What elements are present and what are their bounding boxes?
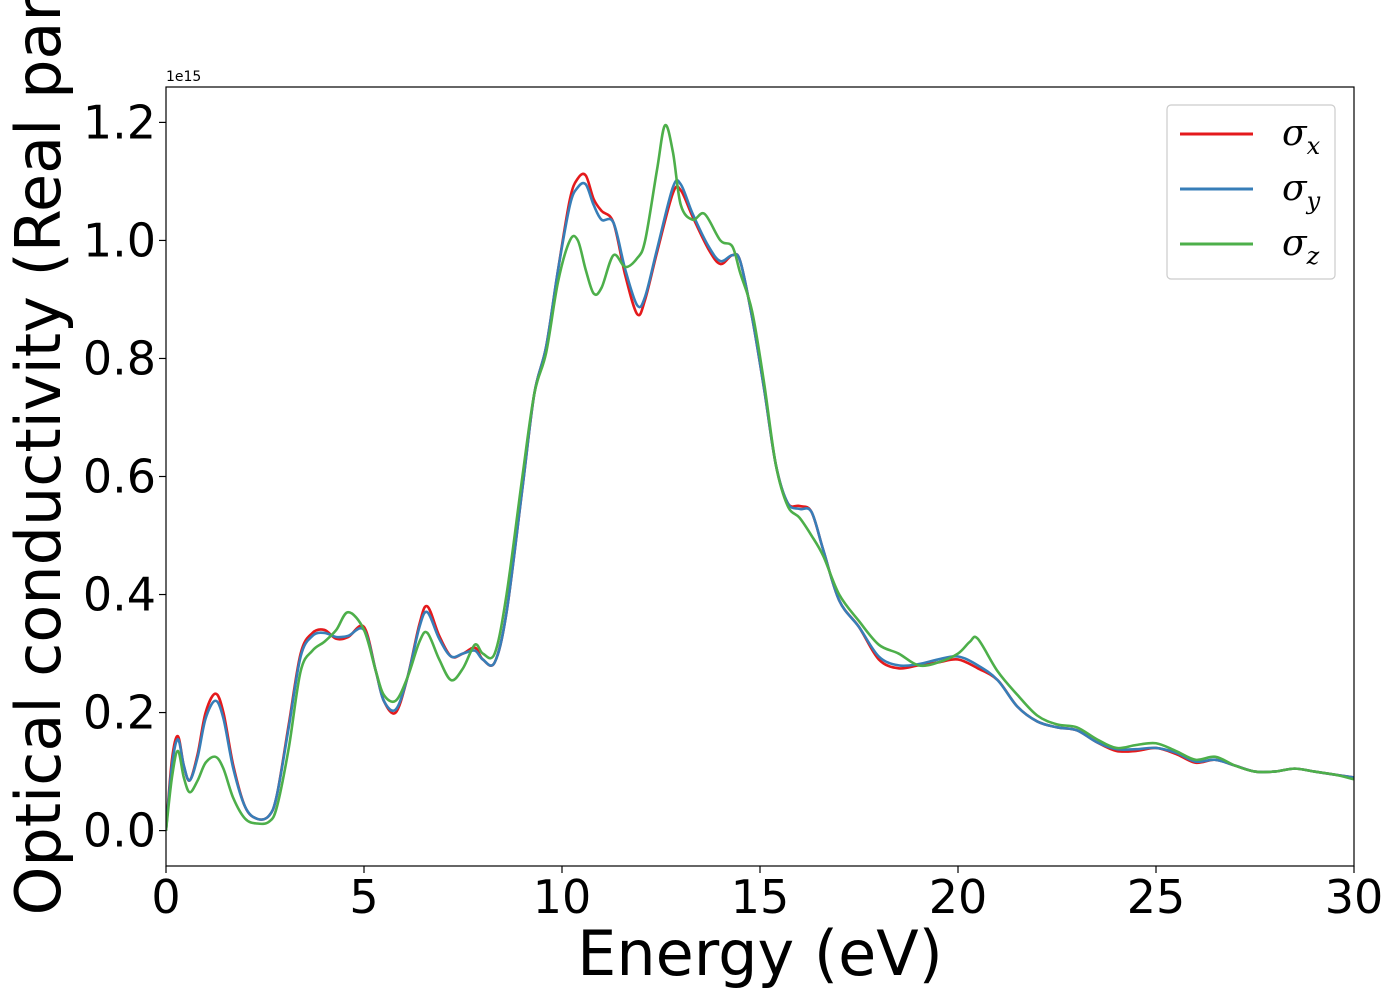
- y-tick-label: 0.6: [83, 450, 156, 504]
- x-axis-ticks: 0 5 10 15 20 25 30: [151, 866, 1383, 924]
- y-tick-label: 0.4: [83, 568, 156, 622]
- x-tick-label: 25: [1127, 870, 1186, 924]
- x-tick-label: 0: [151, 870, 180, 924]
- legend-label-y: σy: [1282, 168, 1321, 215]
- x-tick-label: 30: [1325, 870, 1384, 924]
- y-tick-label: 1.0: [83, 213, 156, 267]
- legend-label-z: σz: [1282, 223, 1320, 270]
- legend-label-x: σx: [1282, 113, 1321, 160]
- legend-frame: [1166, 104, 1336, 280]
- series-layer: [166, 123, 1354, 831]
- x-tick-label: 15: [731, 870, 790, 924]
- series-line-z: [166, 123, 1354, 831]
- x-tick-label: 10: [533, 870, 592, 924]
- x-tick-label: 20: [929, 870, 988, 924]
- y-tick-label: 1.2: [83, 95, 156, 149]
- y-tick-label: 0.0: [83, 804, 156, 858]
- y-tick-label: 0.8: [83, 331, 156, 385]
- y-offset-text: 1e15: [166, 69, 201, 85]
- x-tick-label: 5: [349, 870, 378, 924]
- x-axis-label: Energy (eV): [577, 917, 943, 990]
- series-line-y: [166, 178, 1354, 831]
- legend: σx σy σz: [1166, 104, 1336, 280]
- y-tick-label: 0.2: [83, 686, 156, 740]
- y-axis-label: Optical conductivity (Real part): [2, 0, 75, 915]
- y-axis-ticks: 0.0 0.2 0.4 0.6 0.8 1.0 1.2: [83, 95, 166, 858]
